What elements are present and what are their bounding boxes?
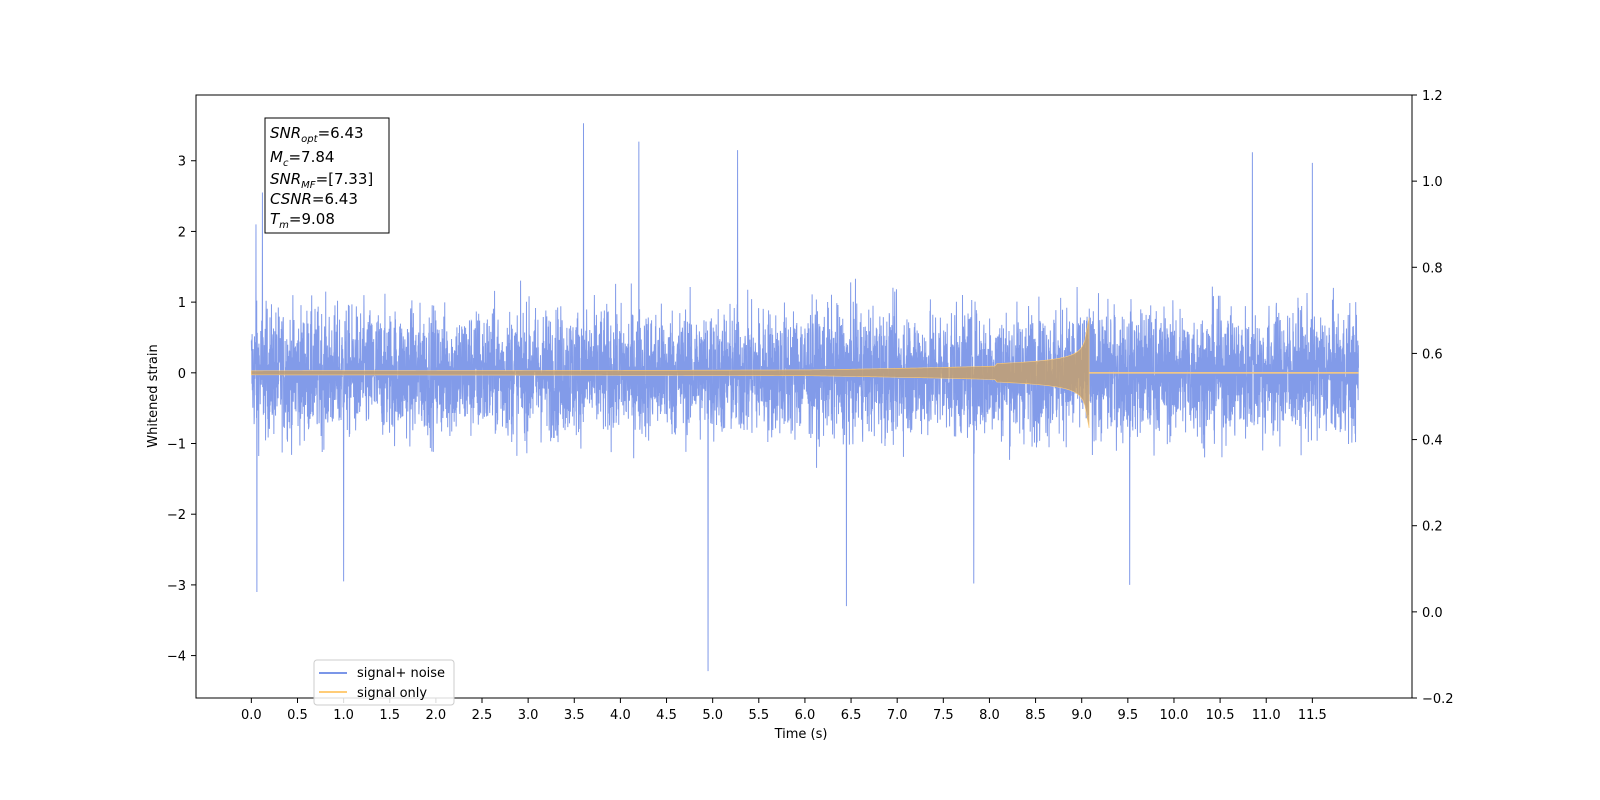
y-axis-right: 1.2 1.0 0.8 0.6 0.4 0.2 0.0 −0.2 [1412, 89, 1454, 707]
x-tick-label: 5.0 [702, 708, 723, 723]
x-tick-label: 4.5 [656, 708, 677, 723]
annotation-line-tm: Tm=9.08 [270, 210, 335, 231]
y2-tick-label: 0.4 [1422, 434, 1443, 449]
x-tick-label: 10.0 [1159, 708, 1188, 723]
y2-tick-label: 0.8 [1422, 261, 1443, 276]
x-tick-label: 6.0 [795, 708, 816, 723]
x-tick-label: 0.5 [287, 708, 308, 723]
y-axis-left: 3 2 1 0 −1 −2 −3 −4 [167, 155, 196, 665]
x-tick-label: 4.0 [610, 708, 631, 723]
y2-tick-label: 1.2 [1422, 89, 1443, 104]
axes-frame [195, 94, 1413, 699]
legend-frame [313, 659, 455, 706]
x-tick-label: 9.5 [1117, 708, 1138, 723]
x-tick-label: 11.0 [1252, 708, 1281, 723]
legend: signal+ noise signal only [313, 659, 455, 706]
x-tick-label: 3.5 [564, 708, 585, 723]
x-tick-label: 8.5 [1025, 708, 1046, 723]
x-tick-label: 8.0 [979, 708, 1000, 723]
x-tick-label: 0.0 [241, 708, 262, 723]
x-tick-label: 7.0 [887, 708, 908, 723]
legend-label-signal-noise: signal+ noise [357, 666, 445, 681]
x-tick-label: 7.5 [933, 708, 954, 723]
y-tick-label: −4 [167, 650, 186, 665]
series-signal-only-chirp [251, 317, 1090, 429]
y2-tick-label: 0.0 [1422, 606, 1443, 621]
y2-tick-label: 0.2 [1422, 520, 1443, 535]
x-tick-label: 9.0 [1071, 708, 1092, 723]
y2-tick-label: 1.0 [1422, 175, 1443, 190]
y-tick-label: 0 [178, 367, 186, 382]
x-tick-label: 2.5 [472, 708, 493, 723]
x-tick-label: 6.5 [841, 708, 862, 723]
annotation-line-csnr: CSNR=6.43 [270, 190, 358, 208]
legend-label-signal-only: signal only [357, 686, 427, 701]
x-tick-label: 1.5 [379, 708, 400, 723]
series-signal-plus-noise-line [250, 123, 1359, 672]
x-tick-label: 5.5 [748, 708, 769, 723]
y-axis-label: Whitened strain [146, 344, 161, 447]
y-tick-label: −2 [167, 508, 186, 523]
x-tick-label: 10.5 [1206, 708, 1235, 723]
y-tick-label: 3 [178, 155, 186, 170]
stats-annotation-box: SNRopt=6.43 Mc=7.84 SNRMF=[7.33] CSNR=6.… [264, 117, 390, 234]
annotation-frame [264, 117, 390, 234]
y2-tick-label: 0.6 [1422, 347, 1443, 362]
y-tick-label: 2 [178, 225, 186, 240]
y2-tick-label: −0.2 [1422, 692, 1454, 707]
x-tick-label: 11.5 [1298, 708, 1327, 723]
y-tick-label: −1 [167, 438, 186, 453]
annotation-line-snr-mf: SNRMF=[7.33] [270, 170, 373, 191]
x-tick-label: 3.0 [518, 708, 539, 723]
annotation-line-mc: Mc=7.84 [270, 148, 334, 169]
x-tick-label: 2.0 [426, 708, 447, 723]
x-tick-label: 1.0 [333, 708, 354, 723]
x-axis: 0.0 0.5 1.0 1.5 2.0 2.5 3.0 3.5 4.0 4.5 5.0 5.5 6.0 6… [241, 698, 1327, 723]
x-axis-label: Time (s) [774, 727, 828, 742]
annotation-line-snr-opt: SNRopt=6.43 [270, 124, 364, 145]
y-tick-label: 1 [178, 296, 186, 311]
plot-area [250, 123, 1359, 672]
y-tick-label: −3 [167, 579, 186, 594]
